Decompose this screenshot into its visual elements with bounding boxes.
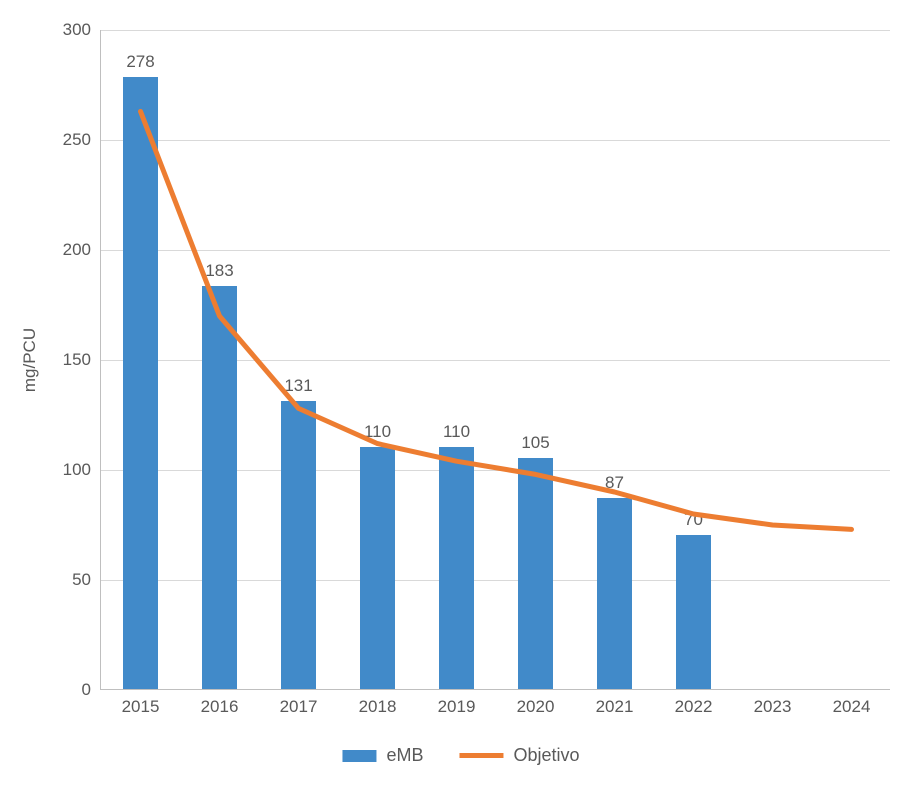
legend-label: eMB (386, 745, 423, 766)
y-axis-label: mg/PCU (20, 328, 40, 392)
y-tick-label: 200 (63, 240, 101, 260)
x-tick-label: 2018 (359, 689, 397, 717)
x-tick-label: 2022 (675, 689, 713, 717)
y-tick-label: 150 (63, 350, 101, 370)
legend: eMB Objetivo (342, 745, 579, 766)
line-layer (101, 30, 891, 690)
y-tick-label: 0 (82, 680, 101, 700)
legend-swatch-bar (342, 750, 376, 762)
y-tick-label: 250 (63, 130, 101, 150)
x-tick-label: 2024 (833, 689, 871, 717)
plot-area: 0501001502002503002015201620172018201920… (100, 30, 890, 690)
x-tick-label: 2019 (438, 689, 476, 717)
x-tick-label: 2021 (596, 689, 634, 717)
x-tick-label: 2023 (754, 689, 792, 717)
y-tick-label: 100 (63, 460, 101, 480)
legend-label: Objetivo (513, 745, 579, 766)
y-tick-label: 50 (72, 570, 101, 590)
legend-item: eMB (342, 745, 423, 766)
legend-swatch-line (459, 753, 503, 758)
legend-item: Objetivo (459, 745, 579, 766)
objective-line (141, 111, 852, 529)
x-tick-label: 2020 (517, 689, 555, 717)
x-tick-label: 2015 (122, 689, 160, 717)
x-tick-label: 2017 (280, 689, 318, 717)
chart-container: 0 50 100 150 200 250 300 2015 2016 2017 2018 2019 20… (0, 0, 922, 788)
x-tick-label: 2016 (201, 689, 239, 717)
y-tick-label: 300 (63, 20, 101, 40)
